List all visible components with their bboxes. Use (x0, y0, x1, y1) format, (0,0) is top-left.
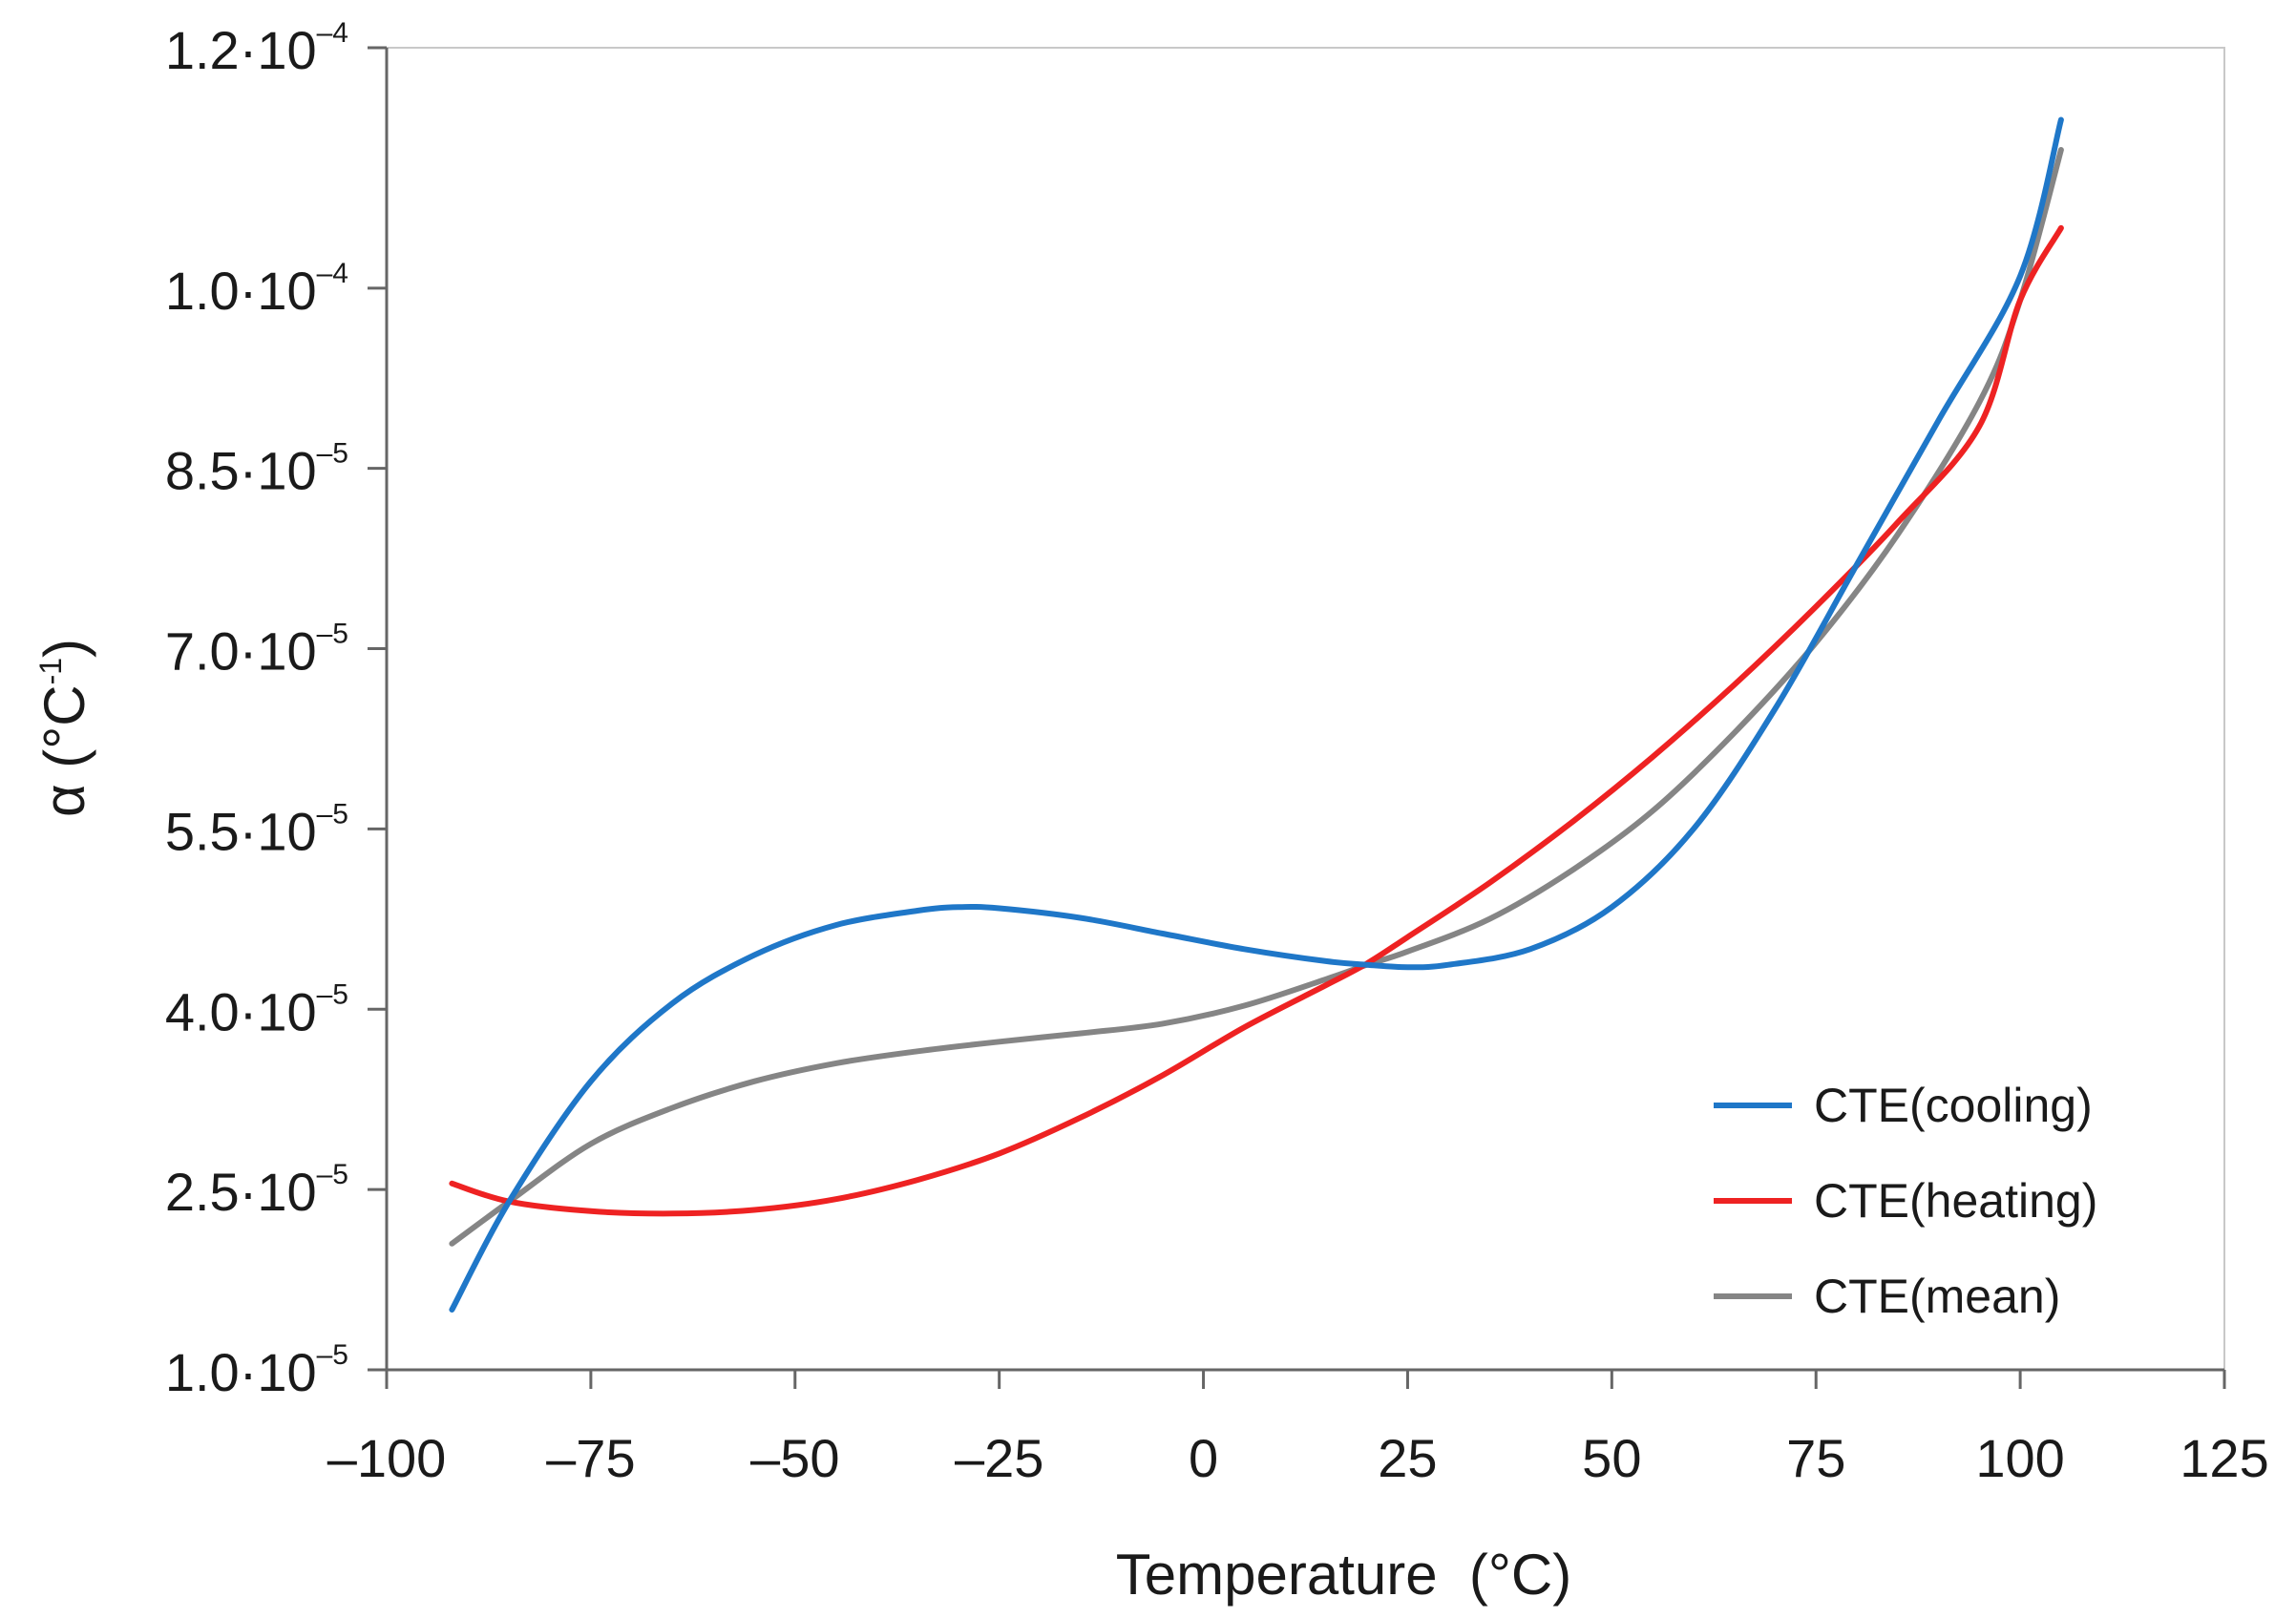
y-axis-title-exponent: -1 (33, 658, 68, 684)
y-tick-label: 1.0·10–5 (165, 1339, 348, 1402)
y-tick-mantissa: 5.5·10 (165, 801, 317, 861)
y-tick-exponent: –5 (317, 1339, 348, 1371)
y-tick-exponent: –5 (317, 1159, 348, 1190)
x-tick-label: –25 (955, 1428, 1043, 1488)
y-tick-mantissa: 7.0·10 (165, 621, 317, 682)
y-tick-mantissa: 2.5·10 (165, 1162, 317, 1222)
y-tick-mantissa: 4.0·10 (165, 981, 317, 1041)
y-axis-title: α (°C-1) (32, 639, 96, 817)
y-axis-title-close: ) (32, 639, 96, 658)
x-tick-label: 0 (1189, 1428, 1218, 1488)
y-tick-label: 4.0·10–5 (165, 978, 348, 1041)
y-tick-exponent: –4 (317, 17, 348, 49)
x-tick-label: –50 (750, 1428, 839, 1488)
y-tick-exponent: –5 (317, 438, 348, 470)
x-axis-title: Temperature (°C) (1116, 1543, 1571, 1607)
y-axis-title-base: α (°C (32, 684, 96, 817)
series-line-cte-heating (449, 224, 2064, 1217)
y-tick-mantissa: 1.0·10 (165, 1342, 317, 1402)
legend-label-cte-mean: CTE(mean) (1814, 1270, 2060, 1323)
y-tick-mantissa: 8.5·10 (165, 441, 317, 501)
series-line-cte-cooling (449, 116, 2064, 1313)
series-lines (449, 116, 2064, 1313)
x-tick-label: –75 (546, 1428, 635, 1488)
plot-frame (385, 47, 2225, 1372)
y-tick-exponent: –4 (317, 258, 348, 289)
legend: CTE(cooling) CTE(heating) CTE(mean) (1714, 1079, 2097, 1323)
x-tick-label: 25 (1378, 1428, 1437, 1488)
legend-label-cte-heating: CTE(heating) (1814, 1174, 2097, 1228)
y-tick-label: 2.5·10–5 (165, 1159, 348, 1222)
y-tick-label: 1.2·10–4 (165, 17, 348, 80)
y-tick-exponent: –5 (317, 619, 348, 650)
x-tick-label: 75 (1786, 1428, 1845, 1488)
y-tick-exponent: –5 (317, 978, 348, 1010)
x-tick-label: 125 (2180, 1428, 2268, 1488)
y-axis-ticks: 1.0·10–52.5·10–54.0·10–55.5·10–57.0·10–5… (165, 17, 387, 1402)
y-tick-mantissa: 1.0·10 (165, 261, 317, 321)
y-tick-label: 1.0·10–4 (165, 258, 348, 321)
x-axis-ticks: –100 –75 –50 –25 0 25 50 75 100 125 (327, 1370, 2269, 1488)
x-tick-label: 50 (1582, 1428, 1641, 1488)
legend-label-cte-cooling: CTE(cooling) (1814, 1079, 2093, 1132)
y-tick-label: 5.5·10–5 (165, 798, 348, 861)
y-tick-mantissa: 1.2·10 (165, 20, 317, 80)
plot-border (386, 47, 2225, 1371)
x-tick-label: 100 (1975, 1428, 2064, 1488)
y-tick-label: 8.5·10–5 (165, 438, 348, 501)
x-tick-label: –100 (327, 1428, 447, 1488)
y-tick-label: 7.0·10–5 (165, 619, 348, 682)
y-tick-exponent: –5 (317, 798, 348, 830)
